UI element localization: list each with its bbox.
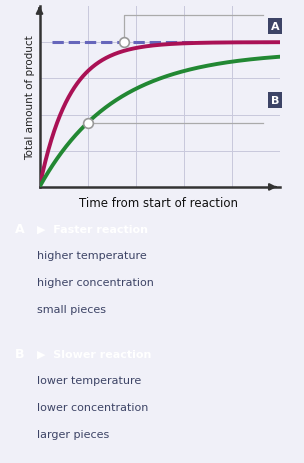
- Text: A: A: [271, 22, 279, 32]
- Text: A: A: [15, 222, 25, 235]
- Text: lower temperature: lower temperature: [37, 375, 141, 386]
- Text: ▶  Slower reaction: ▶ Slower reaction: [37, 349, 151, 359]
- Text: B: B: [271, 96, 279, 106]
- Text: Time from start of reaction: Time from start of reaction: [78, 197, 238, 210]
- Text: small pieces: small pieces: [37, 304, 106, 314]
- Text: higher concentration: higher concentration: [37, 277, 154, 288]
- Text: ▶  Faster reaction: ▶ Faster reaction: [37, 224, 148, 234]
- Text: B: B: [16, 347, 25, 360]
- Text: larger pieces: larger pieces: [37, 429, 109, 439]
- Y-axis label: Total amount of product: Total amount of product: [25, 35, 35, 159]
- Text: lower concentration: lower concentration: [37, 402, 148, 413]
- Text: higher temperature: higher temperature: [37, 250, 147, 261]
